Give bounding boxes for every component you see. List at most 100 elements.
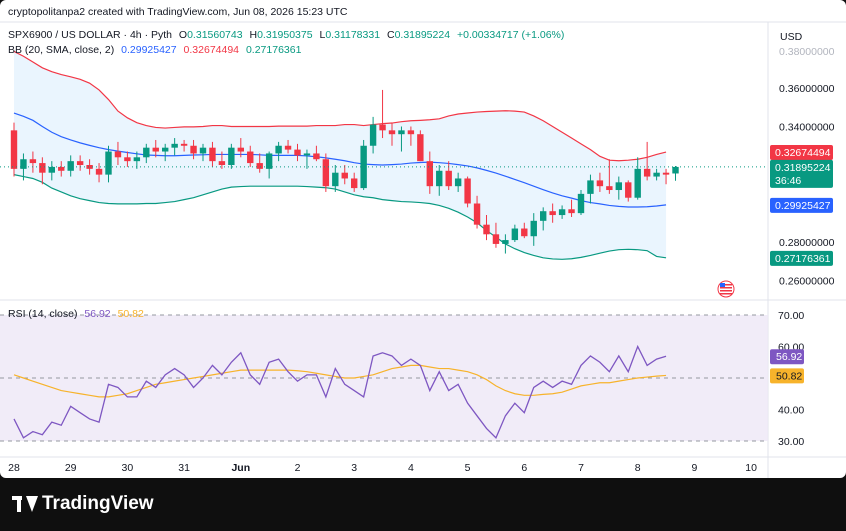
- candle-body: [379, 124, 386, 131]
- candle-body: [124, 157, 131, 162]
- candle-body: [133, 157, 141, 162]
- time-axis-label: 6: [521, 462, 527, 474]
- candles-group: [10, 89, 679, 254]
- time-axis-label: 9: [691, 462, 697, 474]
- candle-body: [511, 228, 519, 241]
- bb-lower-price-label-box: [770, 250, 833, 266]
- rsi-ma-box: [770, 368, 804, 384]
- candle-body: [549, 211, 556, 216]
- candle-body: [105, 151, 112, 175]
- candle-body: [29, 159, 37, 164]
- rsi-ma-value: 50.82: [117, 308, 144, 320]
- rsi-value-box: [770, 349, 804, 365]
- time-axis-label: 30: [122, 462, 134, 474]
- symbol-title[interactable]: SPX6900 / US DOLLAR · 4h · Pyth: [8, 29, 172, 41]
- close-label: C: [386, 29, 395, 41]
- candle-body: [653, 172, 660, 177]
- candle-body: [190, 145, 197, 154]
- candle-body: [10, 130, 18, 169]
- price-tick-label: 0.36000000: [779, 83, 835, 95]
- candle-body: [76, 161, 84, 165]
- rsi-label[interactable]: RSI (14, close): [8, 308, 78, 320]
- rsi-line: [13, 344, 667, 439]
- close-price-label-text: 0.31895224: [775, 162, 831, 174]
- rsi-ma-label: 50.82: [776, 370, 802, 382]
- bb-upper-line: [13, 50, 667, 162]
- candle-body: [360, 145, 367, 189]
- bb-upper-value: 0.32674494: [183, 44, 240, 56]
- high-label: H: [249, 29, 258, 41]
- time-axis-label: 29: [65, 462, 77, 474]
- candle-body: [521, 228, 528, 237]
- chart-frame: 0.26000000 0.28000000 0.34000000 0.36000000…: [0, 0, 846, 478]
- change-value: +0.00334717 (+1.06%): [456, 29, 565, 41]
- candle-body: [625, 182, 632, 198]
- time-axis-label: 8: [635, 462, 641, 474]
- candle-body: [568, 209, 575, 214]
- candle-body: [313, 153, 320, 160]
- candle-body: [530, 220, 537, 237]
- price-tick-label: 0.38000000: [779, 46, 835, 58]
- time-axis-label: 10: [745, 462, 757, 474]
- candle-body: [152, 147, 159, 152]
- candle-body: [294, 149, 301, 156]
- candle-body: [634, 168, 641, 198]
- candle-body: [20, 159, 27, 169]
- price-tick-label: 0.34000000: [779, 122, 835, 134]
- price-tick-label: 0.28000000: [779, 237, 835, 249]
- candle-body: [369, 124, 377, 146]
- bb-lower-line: [13, 174, 667, 260]
- open-value: 0.31560743: [187, 29, 243, 41]
- bb-basis-line: [13, 112, 667, 208]
- candle-body: [48, 166, 55, 173]
- candle-body: [114, 151, 122, 158]
- candle-body: [473, 203, 481, 225]
- candle-body: [540, 211, 547, 221]
- brand-name: TradingView: [42, 493, 154, 514]
- candle-body: [180, 143, 188, 146]
- candle-body: [332, 172, 339, 187]
- candle-body: [237, 147, 244, 152]
- tradingview-brand[interactable]: TradingView: [12, 493, 154, 515]
- ohlc-legend: SPX6900 / US DOLLAR · 4h · Pyth O0.31560…: [8, 29, 568, 41]
- candle-body: [417, 134, 424, 162]
- candle-body: [426, 161, 433, 187]
- candle-body: [596, 180, 604, 187]
- candle-body: [322, 159, 330, 187]
- candle-body: [341, 172, 348, 179]
- candle-body: [58, 166, 65, 171]
- chart-svg[interactable]: 0.26000000 0.28000000 0.34000000 0.36000000…: [0, 0, 846, 478]
- candle-body: [303, 153, 311, 156]
- bb-upper-price-label-text: 0.32674494: [775, 147, 831, 159]
- high-value: 0.31950375: [257, 29, 313, 41]
- candle-body: [492, 234, 500, 244]
- bb-basis-price-label-text: 0.29925427: [775, 200, 831, 212]
- rsi-value: 56.92: [84, 308, 111, 320]
- candle-body: [228, 147, 235, 165]
- candle-body: [577, 193, 585, 214]
- bb-basis-price-label-box: [770, 197, 833, 213]
- candle-body: [275, 145, 282, 154]
- candle-body: [256, 163, 263, 169]
- candle-body: [143, 147, 150, 158]
- candle-body: [284, 145, 292, 150]
- bb-legend: BB (20, SMA, close, 2) 0.29925427 0.3267…: [8, 44, 305, 56]
- time-axis-label: 4: [408, 462, 414, 474]
- bb-lower-value: 0.27176361: [245, 44, 302, 56]
- open-label: O: [178, 29, 188, 41]
- currency-label[interactable]: USD: [780, 31, 803, 43]
- rsi-value-label: 56.92: [776, 351, 802, 363]
- candle-body: [672, 166, 679, 174]
- candle-body: [606, 186, 613, 191]
- candle-body: [436, 170, 443, 187]
- candle-body: [398, 130, 405, 135]
- candle-body: [407, 130, 415, 135]
- price-tick-label: 0.26000000: [779, 276, 835, 288]
- time-axis-label: 28: [8, 462, 20, 474]
- us-flag-icon: [717, 280, 735, 298]
- bb-upper-price-label-box: [770, 145, 833, 161]
- rsi-tick-label: 40.00: [778, 405, 804, 417]
- bb-label[interactable]: BB (20, SMA, close, 2): [8, 44, 115, 56]
- time-axis-label: 31: [178, 462, 190, 474]
- time-axis-label: 5: [465, 462, 471, 474]
